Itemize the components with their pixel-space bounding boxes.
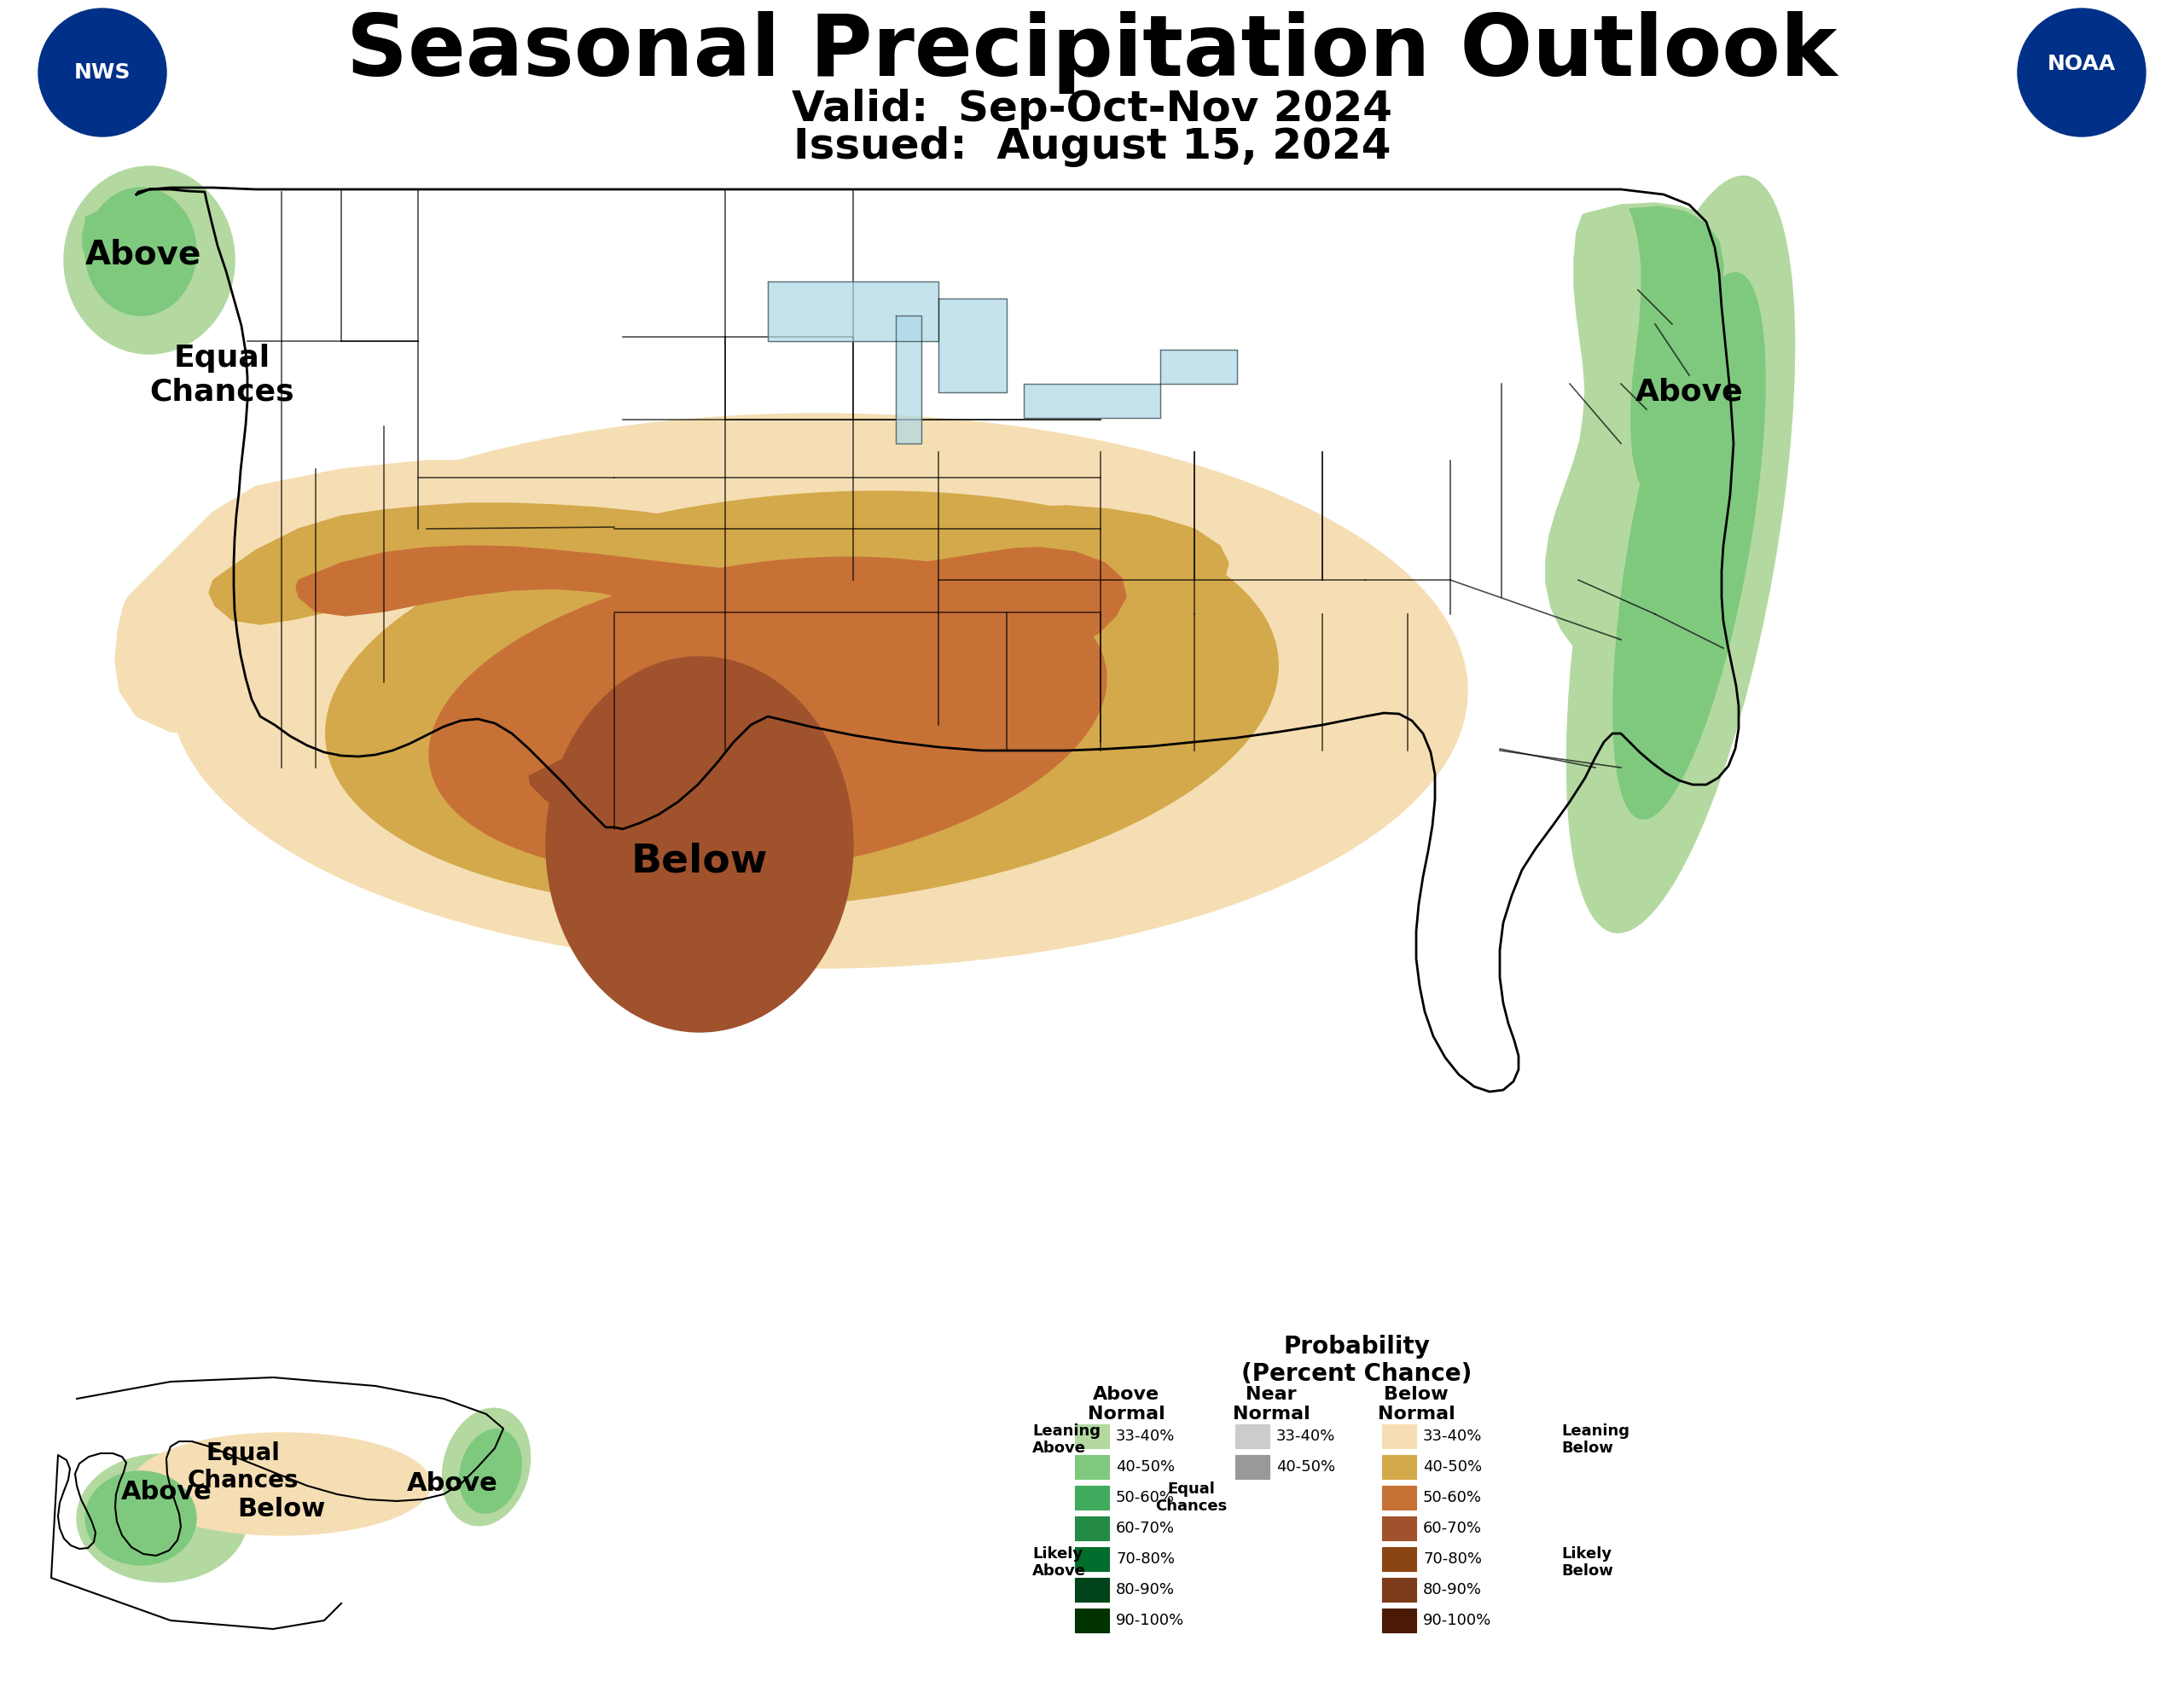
Text: 33-40%: 33-40% — [1275, 1429, 1334, 1444]
Text: Likely
Above: Likely Above — [1033, 1545, 1085, 1579]
Bar — [1382, 1454, 1415, 1479]
Bar — [1075, 1454, 1109, 1479]
Text: Likely
Below: Likely Below — [1562, 1545, 1614, 1579]
Bar — [1075, 1517, 1109, 1540]
Text: NWS: NWS — [74, 62, 131, 83]
Bar — [1382, 1486, 1415, 1510]
Text: 80-90%: 80-90% — [1116, 1582, 1175, 1598]
Text: Equal
Chances: Equal Chances — [149, 344, 295, 407]
Polygon shape — [529, 742, 793, 840]
Text: Valid:  Sep-Oct-Nov 2024: Valid: Sep-Oct-Nov 2024 — [793, 89, 1393, 130]
Ellipse shape — [1227, 1496, 1297, 1540]
Ellipse shape — [325, 491, 1278, 908]
Polygon shape — [939, 299, 1007, 393]
Ellipse shape — [170, 413, 1468, 968]
Text: Equal
Chances: Equal Chances — [1155, 1481, 1227, 1515]
Polygon shape — [1546, 202, 1752, 720]
Text: Below: Below — [238, 1498, 325, 1522]
Text: 70-80%: 70-80% — [1116, 1552, 1175, 1567]
Ellipse shape — [459, 1429, 522, 1513]
Ellipse shape — [85, 1471, 197, 1566]
Text: 50-60%: 50-60% — [1424, 1490, 1483, 1505]
Text: 80-90%: 80-90% — [1424, 1582, 1483, 1598]
Text: 90-100%: 90-100% — [1424, 1613, 1492, 1628]
Bar — [1236, 1454, 1269, 1479]
Polygon shape — [210, 503, 1227, 682]
Polygon shape — [1160, 349, 1236, 385]
Ellipse shape — [85, 187, 197, 315]
Polygon shape — [769, 282, 939, 341]
Text: 60-70%: 60-70% — [1424, 1520, 1483, 1537]
Bar — [1075, 1577, 1109, 1601]
Text: Probability
(Percent Chance): Probability (Percent Chance) — [1241, 1334, 1472, 1387]
Text: 40-50%: 40-50% — [1275, 1459, 1334, 1474]
Polygon shape — [895, 315, 922, 444]
Polygon shape — [297, 547, 1127, 668]
Bar — [1016, 1323, 1697, 1647]
Bar — [1075, 1547, 1109, 1571]
Bar — [1075, 1424, 1109, 1447]
Bar — [1382, 1577, 1415, 1601]
Text: Above
Normal: Above Normal — [1088, 1387, 1164, 1422]
Ellipse shape — [430, 557, 1107, 876]
Text: Below
Normal: Below Normal — [1378, 1387, 1455, 1422]
Circle shape — [39, 8, 166, 137]
Polygon shape — [1024, 385, 1160, 418]
Ellipse shape — [443, 1409, 531, 1525]
Text: Above: Above — [120, 1479, 212, 1505]
Text: 50-60%: 50-60% — [1116, 1490, 1175, 1505]
Polygon shape — [83, 209, 144, 278]
Bar — [1382, 1517, 1415, 1540]
Ellipse shape — [76, 1454, 247, 1582]
Text: Leaning
Above: Leaning Above — [1033, 1424, 1101, 1456]
Text: Issued:  August 15, 2024: Issued: August 15, 2024 — [793, 127, 1391, 167]
Bar — [1382, 1424, 1415, 1447]
Text: Above: Above — [406, 1471, 498, 1496]
Text: NOAA: NOAA — [2046, 54, 2116, 74]
Text: 60-70%: 60-70% — [1116, 1520, 1175, 1537]
Text: 40-50%: 40-50% — [1116, 1459, 1175, 1474]
Circle shape — [2018, 8, 2145, 137]
Polygon shape — [74, 196, 188, 317]
Text: 33-40%: 33-40% — [1424, 1429, 1483, 1444]
Bar — [1075, 1608, 1109, 1633]
Polygon shape — [1629, 206, 1730, 553]
Text: 70-80%: 70-80% — [1424, 1552, 1483, 1567]
Text: Above: Above — [85, 238, 201, 270]
Text: 90-100%: 90-100% — [1116, 1613, 1184, 1628]
Text: Below: Below — [631, 842, 769, 881]
Bar — [1382, 1547, 1415, 1571]
Ellipse shape — [546, 656, 854, 1032]
Bar — [1382, 1608, 1415, 1633]
Text: Above: Above — [1636, 378, 1743, 407]
Polygon shape — [116, 461, 1306, 766]
Ellipse shape — [1614, 273, 1765, 818]
Text: HI: HI — [1254, 1510, 1271, 1527]
Text: Equal
Chances: Equal Chances — [188, 1441, 299, 1493]
Ellipse shape — [133, 1432, 430, 1535]
Text: Leaning
Below: Leaning Below — [1562, 1424, 1629, 1456]
Ellipse shape — [63, 167, 234, 354]
Text: Near
Normal: Near Normal — [1232, 1387, 1310, 1422]
Bar — [1236, 1486, 1269, 1510]
Ellipse shape — [1566, 175, 1795, 933]
Text: 33-40%: 33-40% — [1116, 1429, 1175, 1444]
Bar — [1236, 1424, 1269, 1447]
Text: 40-50%: 40-50% — [1424, 1459, 1483, 1474]
Text: Seasonal Precipitation Outlook: Seasonal Precipitation Outlook — [347, 12, 1837, 94]
Bar — [1075, 1486, 1109, 1510]
